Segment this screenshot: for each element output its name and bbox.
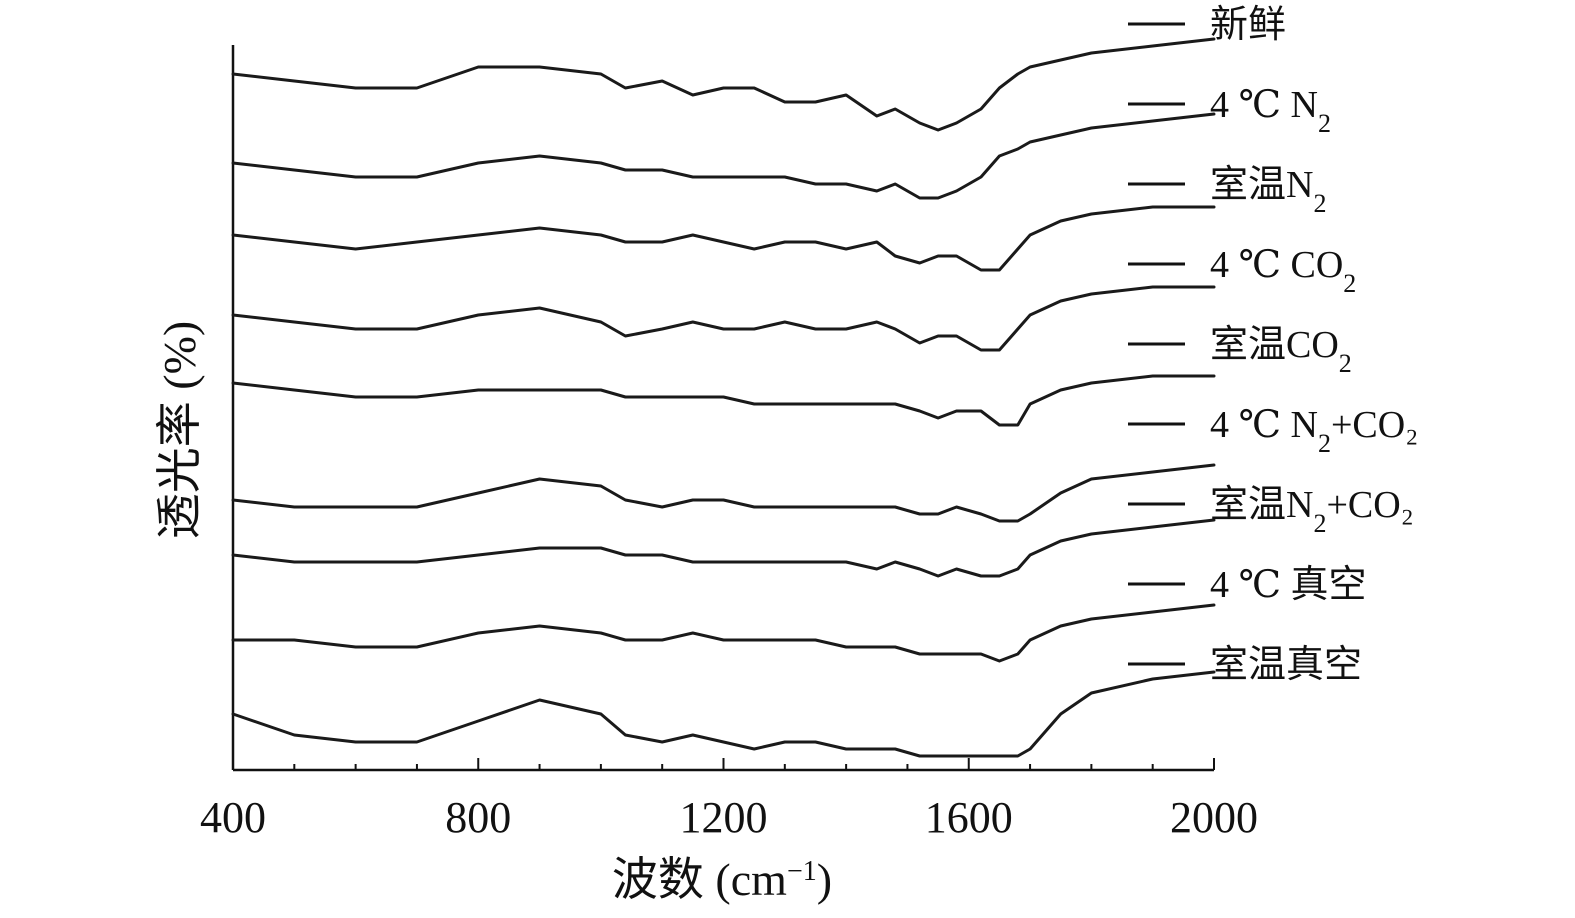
legend-label: 4 ℃ N2+CO₂ <box>1210 404 1418 458</box>
x-axis-title: 波数 (cm−1) <box>612 854 832 905</box>
legend-label: 4 ℃ CO2 <box>1210 244 1356 298</box>
x-tick-label: 800 <box>445 793 511 842</box>
series-group <box>231 37 1216 758</box>
legend-label: 4 ℃ 真空 <box>1210 564 1367 606</box>
x-tick-labels: 400 800 1200 1600 2000 <box>200 793 1258 842</box>
legend-label-text: 室温CO <box>1210 324 1339 366</box>
series-line <box>231 463 1216 523</box>
series-line <box>231 112 1216 200</box>
series-line <box>231 670 1216 758</box>
legend-label: 新鲜 <box>1210 4 1286 46</box>
x-tick-label: 1600 <box>925 793 1013 842</box>
legend-label-tail: +CO₂ <box>1331 404 1418 446</box>
series-line <box>231 518 1216 578</box>
legend-label-text: 4 ℃ 真空 <box>1210 564 1367 606</box>
legend-label-subscript: 2 <box>1318 429 1331 458</box>
legend-label-text: 室温N <box>1210 164 1313 206</box>
x-tick-label: 2000 <box>1170 793 1258 842</box>
legend-label-subscript: 2 <box>1318 109 1331 138</box>
y-axis-title: 透光率 (%) <box>154 321 205 539</box>
plot-area <box>231 37 1216 772</box>
legend-label: 室温N2 <box>1210 164 1326 218</box>
legend-label-text: 室温N <box>1210 484 1313 526</box>
x-ticks <box>232 758 1215 770</box>
legend-label: 室温CO2 <box>1210 324 1352 378</box>
legend-label-subscript: 2 <box>1339 349 1352 378</box>
legend-label-text: 4 ℃ CO <box>1210 244 1343 286</box>
series-line <box>231 603 1216 663</box>
legend-label: 室温N2+CO₂ <box>1210 484 1414 538</box>
legend-label-subscript: 2 <box>1313 509 1326 538</box>
legend-label-subscript: 2 <box>1343 269 1356 298</box>
legend-label: 4 ℃ N2 <box>1210 84 1331 138</box>
x-tick-label: 400 <box>200 793 266 842</box>
series-line <box>231 374 1216 427</box>
legend-label-subscript: 2 <box>1313 189 1326 218</box>
legend-label-tail: +CO₂ <box>1326 484 1413 526</box>
series-line <box>231 205 1216 272</box>
legend-label-text: 新鲜 <box>1210 4 1286 46</box>
series-line <box>231 285 1216 352</box>
legend-label-text: 室温真空 <box>1210 644 1362 686</box>
legend-label-text: 4 ℃ N <box>1210 84 1318 126</box>
series-line <box>231 37 1216 132</box>
legend-label: 室温真空 <box>1210 644 1362 686</box>
x-tick-label: 1200 <box>680 793 768 842</box>
legend-label-text: 4 ℃ N <box>1210 404 1318 446</box>
